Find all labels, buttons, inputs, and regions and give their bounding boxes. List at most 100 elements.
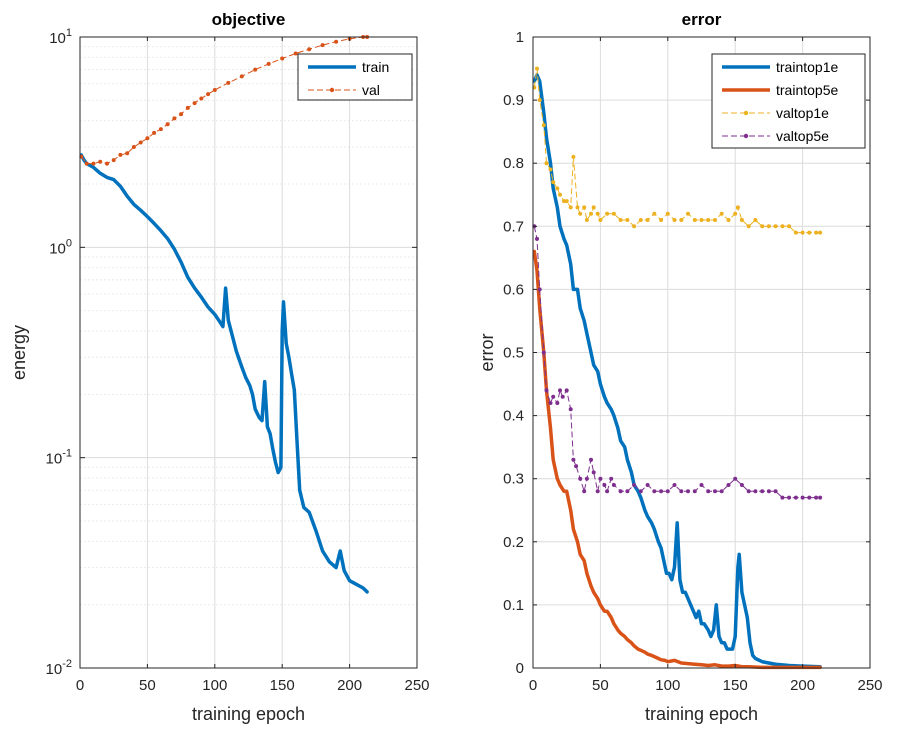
series-valtop1e-point [591, 205, 596, 210]
series-valtop1e-point [699, 218, 704, 222]
y-tick-label: 101 [49, 27, 72, 47]
series-valtop5e-point [591, 470, 596, 475]
series-val-point [118, 152, 123, 157]
series-valtop5e-point [726, 483, 731, 487]
series-valtop1e-point [564, 199, 569, 204]
y-tick-base: 10 [46, 451, 63, 468]
series-valtop1e-point [645, 218, 650, 222]
series-valtop5e-point [560, 394, 565, 399]
series-valtop5e-point [571, 457, 576, 462]
series-valtop1e-point [595, 211, 600, 216]
series-valtop5e-point [558, 388, 562, 393]
series-valtop5e-point [638, 489, 643, 494]
y-axis-label: error [477, 333, 497, 371]
y-tick-label: 1 [516, 29, 524, 46]
series-val-point [212, 88, 217, 92]
series-val-point [253, 67, 258, 72]
y-tick-label: 0.4 [503, 408, 524, 425]
series-valtop5e-point [733, 476, 738, 481]
series-val-point [165, 122, 170, 127]
legend-label: traintop1e [776, 59, 838, 75]
x-tick-label: 50 [592, 677, 609, 694]
legend: train val [297, 53, 413, 101]
x-tick-label: 150 [270, 677, 295, 694]
series-valtop5e-point [739, 483, 744, 487]
y-tick-label: 0.6 [503, 281, 524, 298]
x-tick-label: 250 [404, 677, 429, 694]
series-valtop1e-point [814, 230, 819, 235]
y-tick-exponent: -1 [62, 448, 72, 460]
legend-label: train [362, 59, 389, 75]
series-valtop1e-point [537, 98, 542, 103]
axes: 0 50 100 150 200 250 0 0.1 0.2 0.3 0.4 0.5 0.6 0.7 0.8… [503, 29, 882, 694]
y-tick-label: 0.1 [503, 597, 524, 614]
series-valtop5e-point [618, 489, 623, 494]
legend-item: val [308, 82, 380, 98]
series-valtop5e-point [625, 489, 630, 494]
series-valtop5e-point [537, 287, 542, 292]
series-val-point [84, 161, 89, 166]
series-valtop5e-point [665, 489, 670, 494]
axes-box [79, 36, 418, 669]
plot-area [80, 37, 417, 668]
series-valtop1e-point [706, 218, 711, 222]
series-val-point [125, 151, 130, 156]
series-valtop5e-point [713, 489, 717, 494]
series-valtop5e-point [686, 489, 690, 494]
series-valtop5e-point [551, 394, 556, 399]
series-traintop1e-line [532, 73, 822, 669]
series-valtop5e-point [645, 483, 650, 487]
legend-box [711, 53, 866, 149]
y-tick-label: 0.8 [503, 155, 524, 172]
series-valtop1e-point [555, 186, 560, 191]
series-val-point [199, 96, 204, 101]
x-tick-label: 100 [655, 677, 680, 694]
y-tick-label: 10-2 [46, 658, 72, 678]
series-valtop1e-point [719, 211, 724, 216]
series-valtop5e-point [548, 401, 553, 405]
series-val-point [98, 159, 103, 164]
x-tick-label: 0 [529, 677, 537, 694]
series-val-point [111, 158, 116, 163]
series-valtop1e-point [713, 218, 717, 222]
series-valtop5e-point [598, 476, 603, 481]
series-val-point [158, 127, 163, 132]
series-valtop1e-point [800, 230, 805, 235]
y-tick-exponent: -2 [62, 658, 72, 670]
series-valtop1e-point [598, 218, 603, 222]
series-val-point [320, 43, 325, 48]
series-valtop5e-point [787, 495, 792, 500]
series-valtop5e-point [699, 483, 704, 487]
y-tick-base: 10 [49, 30, 66, 47]
series-valtop5e-point [807, 495, 812, 500]
series-valtop1e-point [548, 167, 553, 172]
series-val-point [206, 92, 211, 97]
series-valtop5e-point [564, 388, 569, 393]
y-tick-label: 0.2 [503, 534, 524, 551]
series-valtop5e-point [609, 476, 614, 481]
series-val-point [145, 136, 150, 141]
y-tick-exponent: 0 [66, 237, 72, 249]
series-valtop5e-point [692, 489, 697, 494]
y-tick-label: 0 [516, 660, 524, 677]
series-train-line [79, 153, 369, 594]
legend-item: valtop5e [722, 128, 829, 144]
series-valtop5e-point [706, 489, 711, 494]
x-tick-label: 200 [790, 677, 815, 694]
x-axis-label: training epoch [192, 704, 305, 724]
series-valtop5e-point [659, 489, 664, 494]
series-val-point [307, 47, 312, 52]
y-tick-base: 10 [49, 240, 66, 257]
series-valtop5e-point [578, 476, 583, 481]
legend-item: valtop1e [722, 105, 829, 121]
series-val-point [138, 140, 143, 145]
series-valtop1e-point [726, 218, 731, 222]
series-valtop5e-point [544, 388, 549, 393]
series-valtop5e-point [793, 495, 798, 500]
series-valtop5e-point [719, 489, 724, 494]
series-valtop1e-point [625, 218, 630, 222]
x-tick-label: 150 [723, 677, 748, 694]
panels: 0 50 100 150 200 25010-210-1100101objectivetr… [9, 10, 883, 724]
series-traintop5e-line [532, 249, 822, 670]
series-valtop5e-point [780, 495, 785, 500]
